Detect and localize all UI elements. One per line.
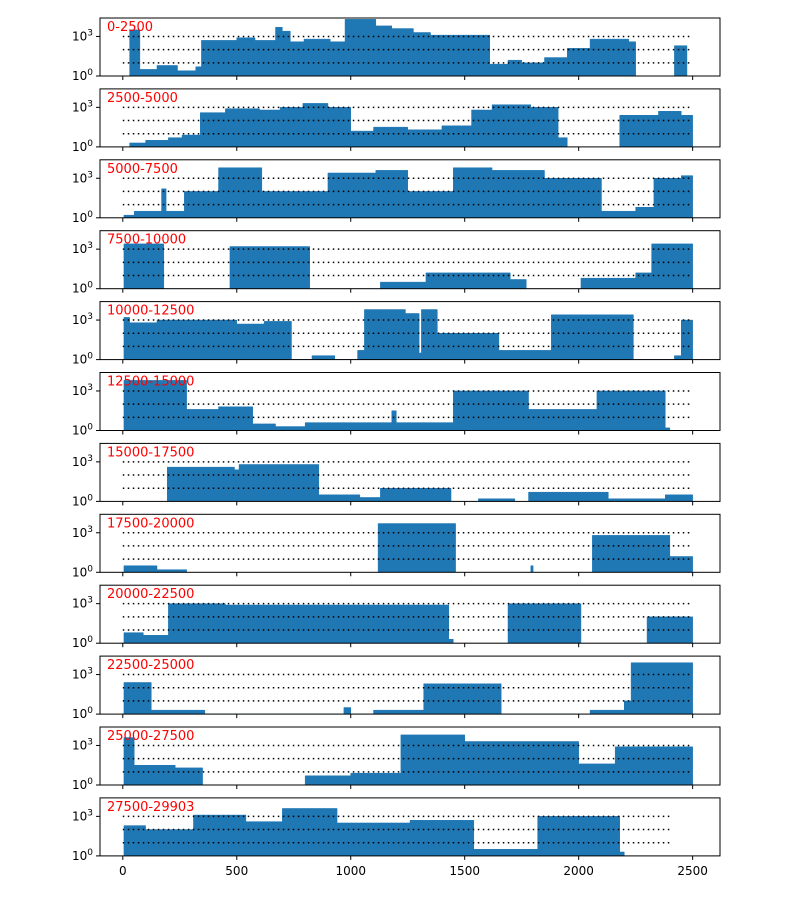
panel-3: 100 103 7500-10000: [72, 230, 721, 296]
panel-11: 100 103 27500-29903: [72, 797, 721, 863]
panel-9: 100 103 22500-25000: [72, 655, 721, 721]
panel-area-7: [122, 523, 693, 573]
ytick-label-5-1: 103: [72, 383, 93, 398]
panel-area-1: [122, 103, 693, 147]
ytick-label-3-1: 103: [72, 241, 93, 256]
panel-label-8: 20000-22500: [107, 587, 194, 602]
panel-frame-3: [99, 230, 721, 290]
panel-7: 100 103 17500-20000: [72, 513, 721, 579]
panel-area-9: [122, 662, 693, 715]
panel-4: 100 103 10000-12500: [72, 301, 721, 367]
ytick-label-6-0: 100: [72, 493, 93, 508]
panel-frame-1: [99, 88, 721, 148]
panel-label-5: 12500-15000: [107, 375, 194, 390]
panel-frame-11: [99, 797, 721, 857]
panel-label-7: 17500-20000: [107, 516, 194, 531]
panel-label-1: 2500-5000: [107, 91, 178, 106]
xtick-label-1: 500: [225, 864, 248, 878]
panel-0: 100 103 0-2500: [72, 17, 721, 83]
ytick-label-0-0: 100: [72, 68, 93, 83]
ytick-label-8-0: 100: [72, 635, 93, 650]
ytick-label-6-1: 103: [72, 454, 93, 469]
panel-frame-8: [99, 584, 721, 644]
panel-area-6: [122, 464, 693, 502]
panel-8: 100 103 20000-22500: [72, 584, 721, 650]
ytick-label-10-1: 103: [72, 737, 93, 752]
ytick-label-5-0: 100: [72, 423, 93, 438]
panel-area-11: [122, 808, 625, 856]
shared-x-axis: 0 500 1000 1500 2000 2500: [119, 864, 708, 878]
ytick-label-1-1: 103: [72, 99, 93, 114]
ytick-label-9-0: 100: [72, 706, 93, 721]
panel-5: 100 103 12500-15000: [72, 372, 721, 438]
ytick-label-0-1: 103: [72, 28, 93, 43]
panel-label-10: 25000-27500: [107, 729, 194, 744]
panel-frame-4: [99, 301, 721, 361]
panel-area-2: [122, 167, 693, 218]
ytick-label-4-0: 100: [72, 352, 93, 367]
ytick-label-3-0: 100: [72, 281, 93, 296]
panel-frame-10: [99, 726, 721, 786]
ytick-label-7-1: 103: [72, 525, 93, 540]
panel-label-0: 0-2500: [107, 20, 153, 35]
xtick-label-2: 1000: [335, 864, 366, 878]
ytick-label-1-0: 100: [72, 139, 93, 154]
panel-frame-5: [99, 372, 721, 431]
ytick-label-11-0: 100: [72, 848, 93, 863]
panel-6: 100 103 15000-17500: [72, 442, 721, 508]
ytick-label-7-0: 100: [72, 564, 93, 579]
panel-frame-7: [99, 513, 721, 573]
panel-frame-6: [99, 442, 721, 502]
ytick-label-9-1: 103: [72, 667, 93, 682]
panel-label-6: 15000-17500: [107, 445, 194, 460]
xtick-label-0: 0: [119, 864, 127, 878]
panel-area-0: [122, 19, 688, 76]
panel-area-8: [122, 603, 693, 644]
xtick-label-5: 2500: [677, 864, 708, 878]
panel-frame-0: [99, 17, 721, 77]
xtick-label-4: 2000: [563, 864, 594, 878]
panel-label-3: 7500-10000: [107, 233, 186, 248]
panel-frame-9: [99, 655, 721, 715]
panel-10: 100 103 25000-27500: [72, 726, 721, 792]
panel-label-11: 27500-29903: [107, 800, 194, 815]
panel-label-9: 22500-25000: [107, 658, 194, 673]
chart-panels: 100 103 0-2500 100 103 2500-5000 100 103 5000-75…: [72, 17, 721, 863]
panel-area-3: [122, 243, 693, 289]
panel-area-4: [122, 309, 693, 360]
panel-area-5: [122, 380, 671, 431]
ytick-label-8-1: 103: [72, 596, 93, 611]
ytick-label-4-1: 103: [72, 312, 93, 327]
ytick-label-2-0: 100: [72, 210, 93, 225]
ytick-label-11-1: 103: [72, 808, 93, 823]
panel-1: 100 103 2500-5000: [72, 88, 721, 154]
ytick-label-10-0: 100: [72, 777, 93, 792]
ytick-label-2-1: 103: [72, 170, 93, 185]
xtick-label-3: 1500: [449, 864, 480, 878]
panel-area-10: [122, 734, 693, 785]
panel-2: 100 103 5000-7500: [72, 159, 721, 225]
panel-label-4: 10000-12500: [107, 304, 194, 319]
panel-label-2: 5000-7500: [107, 162, 178, 177]
panel-frame-2: [99, 159, 721, 219]
